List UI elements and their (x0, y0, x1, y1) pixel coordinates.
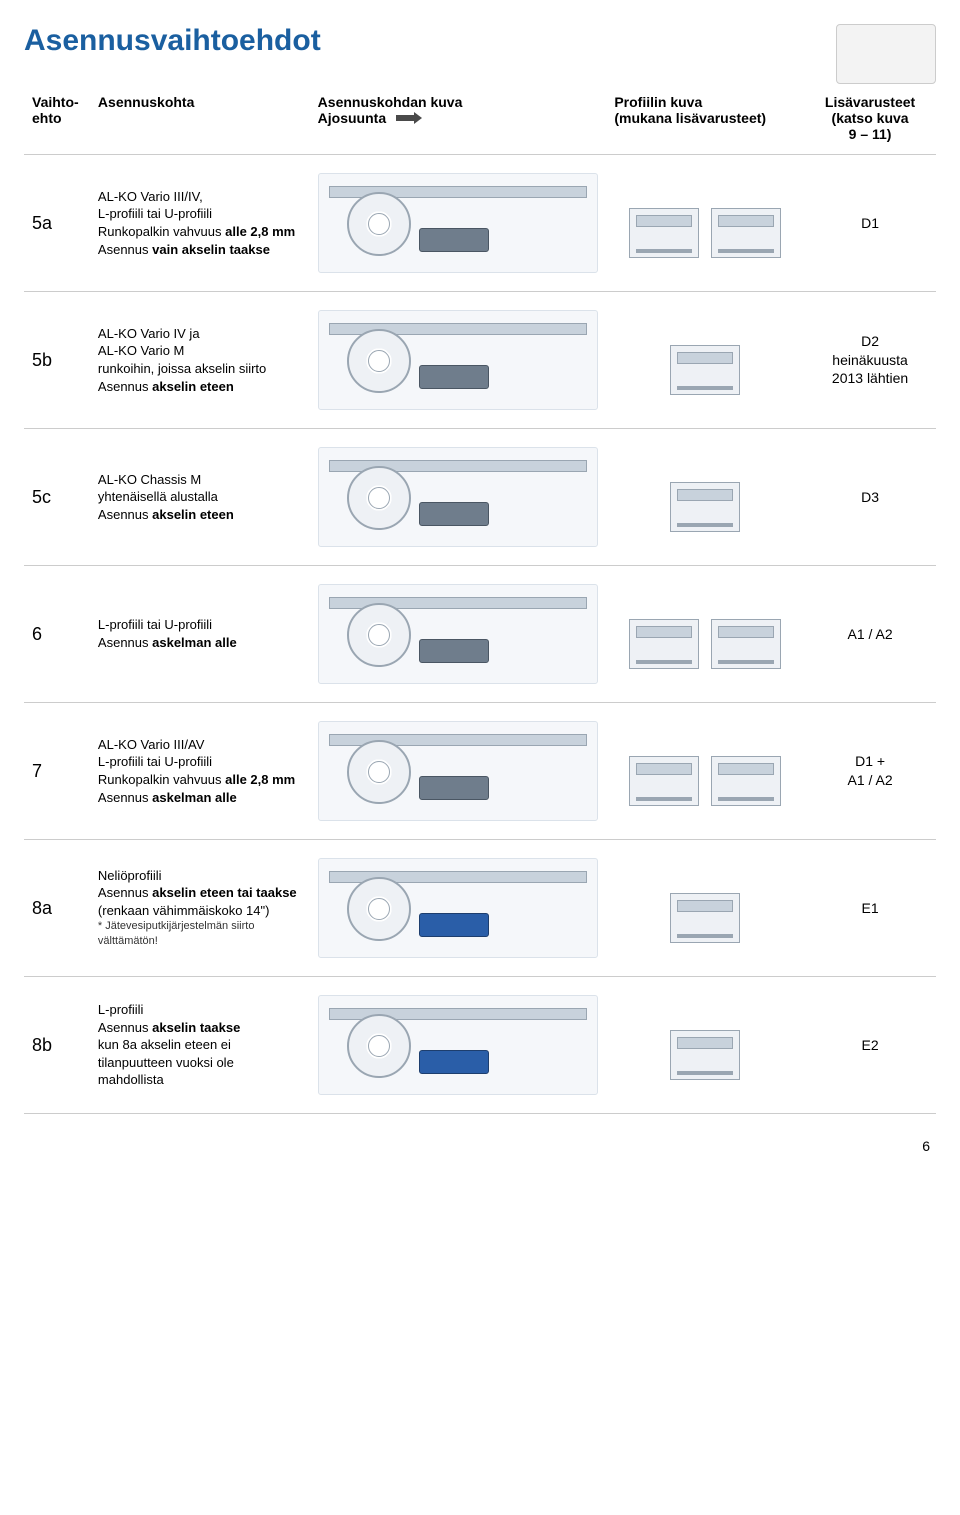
header-accessories: Lisävarusteet (katso kuva 9 – 11) (804, 88, 936, 155)
footnote: * Jätevesiputkijärjestelmän siirto vältt… (98, 919, 302, 949)
mounting-diagram (310, 703, 607, 840)
accessories-code: D1 (804, 155, 936, 292)
profile-diagram (606, 566, 804, 703)
accessories-code: D1 +A1 / A2 (804, 703, 936, 840)
accessories-code: E1 (804, 840, 936, 977)
profile-diagram (606, 155, 804, 292)
mounting-diagram (310, 429, 607, 566)
header-location: Asennuskohta (90, 88, 310, 155)
option-description: NeliöprofiiliAsennus akselin eteen tai t… (90, 840, 310, 977)
mounting-diagram (310, 566, 607, 703)
option-description: AL-KO Vario III/AVL-profiili tai U-profi… (90, 703, 310, 840)
table-row: 6L-profiili tai U-profiiliAsennus askelm… (24, 566, 936, 703)
direction-arrow-icon (396, 111, 422, 127)
profile-diagram (606, 977, 804, 1114)
profile-diagram (606, 292, 804, 429)
table-header-row: Vaihto- ehto Asennuskohta Asennuskohdan … (24, 88, 936, 155)
table-row: 5aAL-KO Vario III/IV,L-profiili tai U-pr… (24, 155, 936, 292)
mounting-diagram (310, 977, 607, 1114)
page-title: Asennusvaihtoehdot (24, 24, 936, 58)
option-description: L-profiiliAsennus akselin taaksekun 8a a… (90, 977, 310, 1114)
profile-diagram (606, 429, 804, 566)
option-id: 6 (24, 566, 90, 703)
accessories-code: D2heinäkuusta2013 lähtien (804, 292, 936, 429)
page-number: 6 (24, 1138, 936, 1154)
option-id: 5a (24, 155, 90, 292)
profile-diagram (606, 703, 804, 840)
option-id: 5c (24, 429, 90, 566)
option-id: 8b (24, 977, 90, 1114)
option-description: AL-KO Chassis Myhtenäisellä alustallaAse… (90, 429, 310, 566)
option-description: L-profiili tai U-profiiliAsennus askelma… (90, 566, 310, 703)
mounting-diagram (310, 840, 607, 977)
mounting-diagram (310, 292, 607, 429)
installation-options-table: Vaihto- ehto Asennuskohta Asennuskohdan … (24, 88, 936, 1114)
table-row: 8aNeliöprofiiliAsennus akselin eteen tai… (24, 840, 936, 977)
table-row: 7AL-KO Vario III/AVL-profiili tai U-prof… (24, 703, 936, 840)
option-id: 5b (24, 292, 90, 429)
accessories-code: A1 / A2 (804, 566, 936, 703)
option-description: AL-KO Vario III/IV,L-profiili tai U-prof… (90, 155, 310, 292)
table-row: 8bL-profiiliAsennus akselin taaksekun 8a… (24, 977, 936, 1114)
accessories-code: E2 (804, 977, 936, 1114)
accessories-code: D3 (804, 429, 936, 566)
mounting-diagram (310, 155, 607, 292)
option-description: AL-KO Vario IV jaAL-KO Vario Mrunkoihin,… (90, 292, 310, 429)
header-option: Vaihto- ehto (24, 88, 90, 155)
option-id: 7 (24, 703, 90, 840)
decorative-corner-illustration (836, 24, 936, 84)
table-row: 5cAL-KO Chassis Myhtenäisellä alustallaA… (24, 429, 936, 566)
table-row: 5bAL-KO Vario IV jaAL-KO Vario Mrunkoihi… (24, 292, 936, 429)
option-id: 8a (24, 840, 90, 977)
header-profile-image: Profiilin kuva (mukana lisävarusteet) (606, 88, 804, 155)
header-location-image: Asennuskohdan kuva Ajosuunta (310, 88, 607, 155)
profile-diagram (606, 840, 804, 977)
